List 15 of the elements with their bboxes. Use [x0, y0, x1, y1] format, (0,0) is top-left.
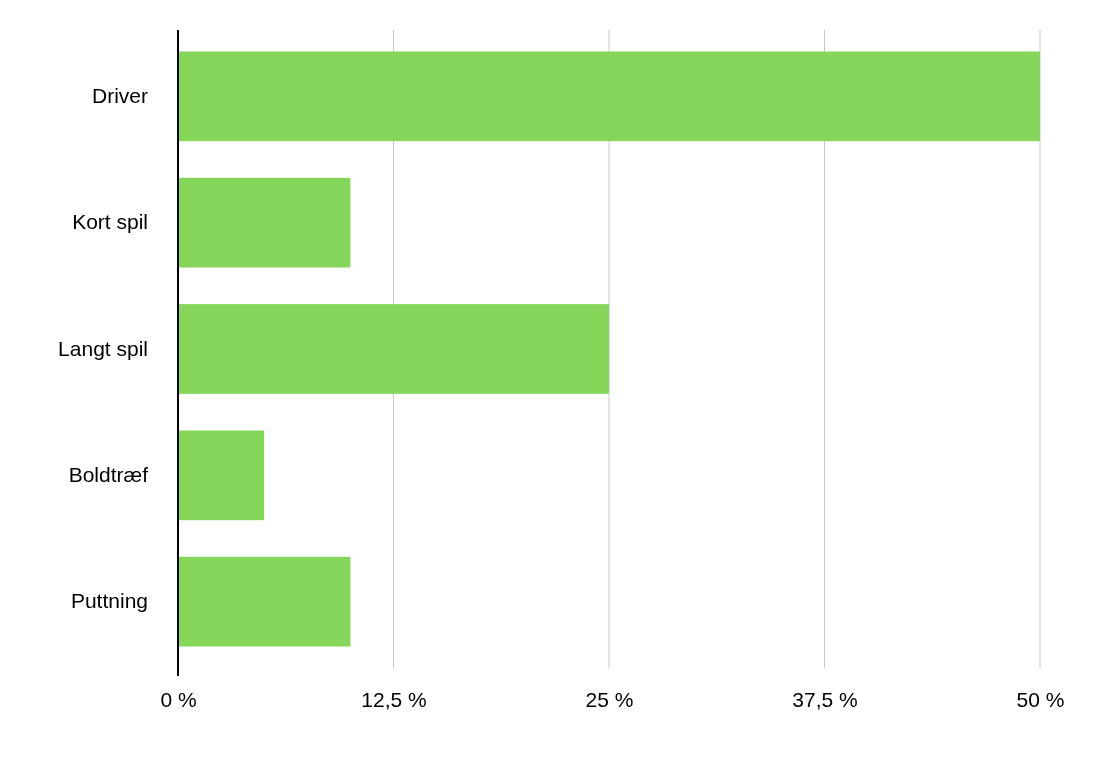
x-tick-label: 37,5 %	[792, 687, 858, 711]
bar	[178, 430, 265, 521]
x-tick-label: 25 %	[585, 687, 634, 711]
bar	[178, 304, 609, 394]
y-tick-label: Langt spil	[58, 336, 148, 360]
x-tick-label: 50 %	[1016, 687, 1065, 711]
bar	[178, 177, 351, 268]
x-tick-label: 12,5 %	[361, 687, 427, 711]
y-tick-label: Driver	[92, 84, 148, 108]
y-tick-label: Boldtræf	[68, 463, 149, 487]
bar	[178, 556, 351, 647]
y-tick-label: Kort spil	[72, 210, 148, 234]
bar	[178, 51, 1040, 142]
y-tick-label: Puttning	[70, 589, 148, 613]
x-tick-label: 0 %	[160, 687, 197, 711]
